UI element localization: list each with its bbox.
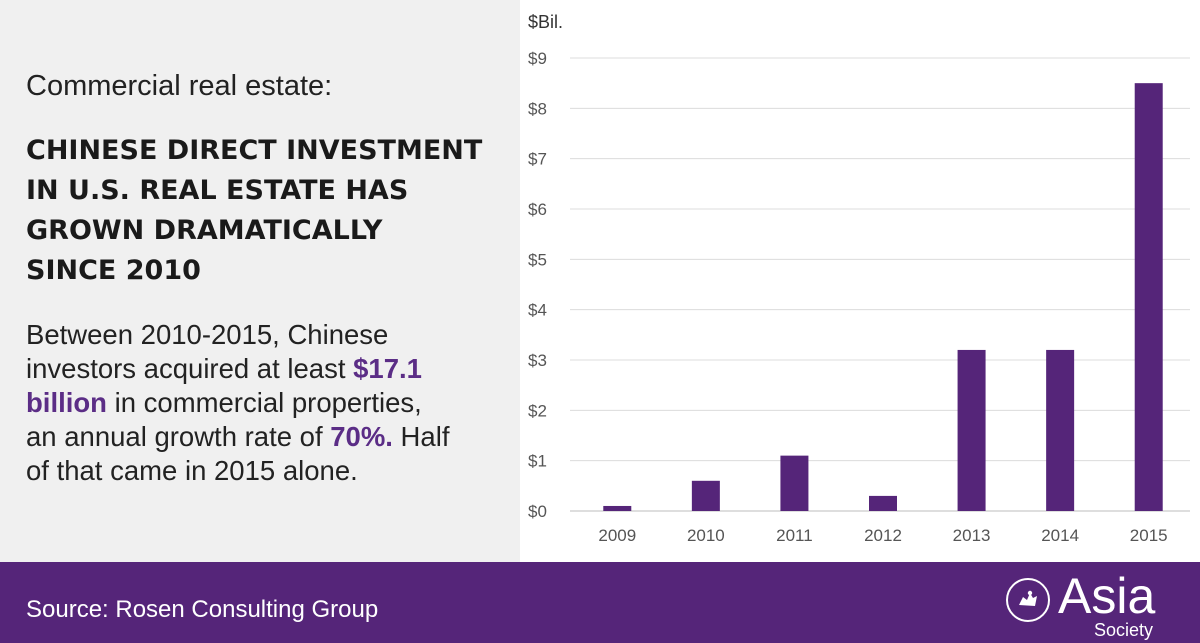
body-line: Between 2010-2015, Chinese <box>26 318 506 352</box>
bar-2014 <box>1046 349 1075 511</box>
bar-2012 <box>869 495 897 511</box>
body-text-segment: Between 2010-2015, Chinese <box>26 319 389 350</box>
body-text-segment: investors acquired at least <box>26 353 354 384</box>
kicker-text: Commercial real estate: <box>26 70 333 102</box>
bar-chart: $Bil. $0 $1 $2 $3 $4 $5 $6 $7 $8 $9 2009 2010 2011 2… <box>520 0 1200 562</box>
y-tick-label: $9 <box>528 49 547 68</box>
footer-bar: Source: Rosen Consulting Group Asia Soci… <box>0 562 1200 643</box>
y-tick-label: $6 <box>528 200 547 219</box>
left-panel: Commercial real estate: CHINESE DIRECT I… <box>0 0 520 562</box>
x-axis-ticks: 2009 2010 2011 2012 2013 2014 2015 <box>598 526 1167 545</box>
body-text-segment: in commercial properties, <box>106 387 422 418</box>
headline-line: GROWN DRAMATICALLY <box>26 215 383 246</box>
body-paragraph: Between 2010-2015, Chinese investors acq… <box>26 318 506 488</box>
headline-line: IN U.S. REAL ESTATE HAS <box>26 175 409 206</box>
y-tick-label: $2 <box>528 401 547 420</box>
highlight-unit: billion <box>26 387 107 418</box>
x-tick-label: 2010 <box>687 526 725 545</box>
bar-2009 <box>603 505 632 511</box>
x-tick-label: 2012 <box>864 526 902 545</box>
logo-subtitle: Society <box>1094 620 1154 640</box>
y-tick-label: $7 <box>528 150 547 169</box>
y-tick-label: $3 <box>528 351 547 370</box>
x-tick-label: 2011 <box>776 526 813 545</box>
body-line: investors acquired at least $17.1 <box>26 352 506 386</box>
logo-wordmark: Asia <box>1058 568 1156 624</box>
headline-line: SINCE 2010 <box>26 255 201 286</box>
gridlines <box>570 57 1190 512</box>
body-text-segment: Half <box>392 421 450 452</box>
y-tick-label: $5 <box>528 250 547 269</box>
y-tick-label: $0 <box>528 502 547 521</box>
headline-line: CHINESE DIRECT INVESTMENT <box>26 135 483 166</box>
body-line: an annual growth rate of 70%. Half <box>26 420 506 454</box>
asia-society-logo: Asia Society <box>1000 568 1170 640</box>
bar-2010 <box>691 480 720 511</box>
x-tick-label: 2014 <box>1041 526 1079 545</box>
asia-society-emblem-icon <box>1006 578 1050 622</box>
y-axis-unit-label: $Bil. <box>528 12 563 32</box>
body-text-segment: an annual growth rate of <box>26 421 331 452</box>
highlight-amount: $17.1 <box>353 353 422 384</box>
x-tick-label: 2015 <box>1130 526 1168 545</box>
bar-2013 <box>957 349 986 511</box>
x-tick-label: 2013 <box>953 526 991 545</box>
bar-chart-svg: $Bil. $0$1$2$3$4$5$6$7$8$9 2009 2010 2011 2… <box>528 12 1190 545</box>
body-line: billion in commercial properties, <box>26 386 506 420</box>
bar-2011 <box>780 455 809 511</box>
x-tick-label: 2009 <box>598 526 636 545</box>
body-text-segment: of that came in 2015 alone. <box>26 455 358 486</box>
y-tick-label: $1 <box>528 452 547 471</box>
y-tick-label: $4 <box>528 301 547 320</box>
bar-2015 <box>1134 83 1163 512</box>
bars <box>603 83 1163 512</box>
headline: CHINESE DIRECT INVESTMENT IN U.S. REAL E… <box>26 131 506 291</box>
y-tick-label: $8 <box>528 99 547 118</box>
highlight-growth-rate: 70%. <box>330 421 393 452</box>
body-line: of that came in 2015 alone. <box>26 454 506 488</box>
y-axis-ticks: $0 $1 $2 $3 $4 $5 $6 $7 $8 $9 <box>528 49 547 521</box>
source-text: Source: Rosen Consulting Group <box>26 596 379 623</box>
